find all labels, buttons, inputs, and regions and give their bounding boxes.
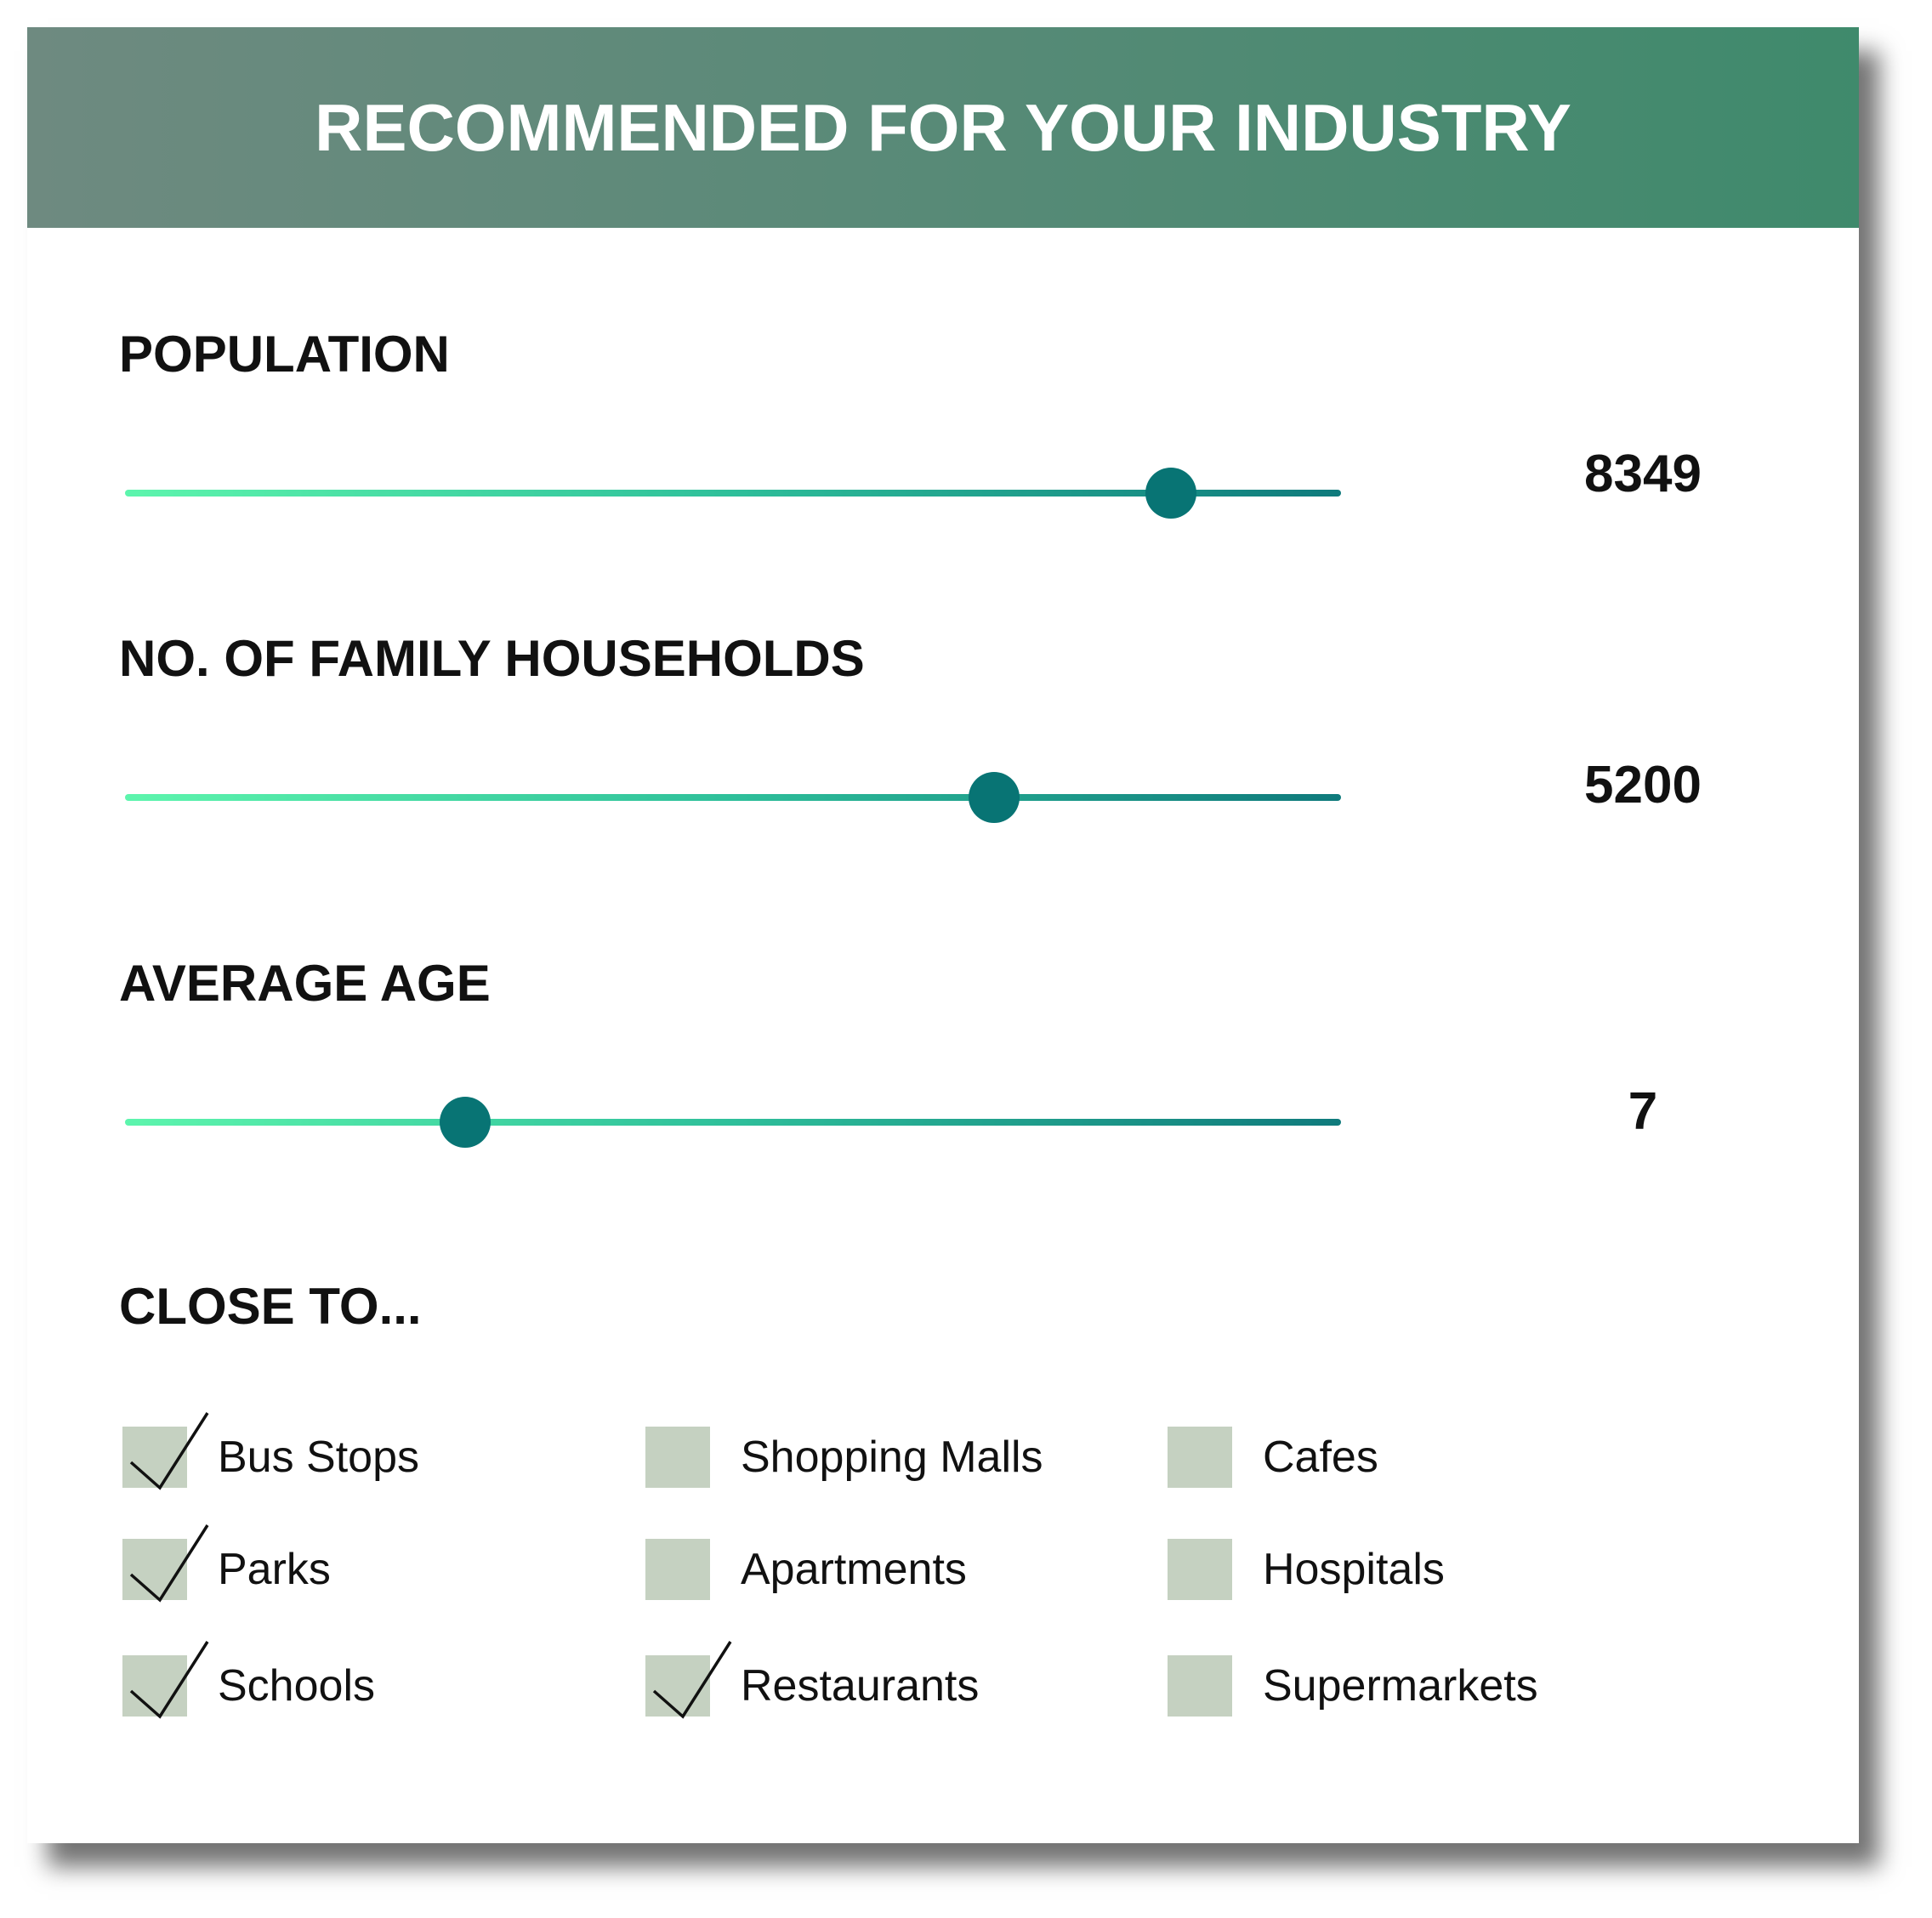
households-slider[interactable] <box>125 772 1341 823</box>
average-age-slider-track[interactable] <box>125 1119 1341 1126</box>
households-slider-thumb[interactable] <box>969 772 1020 823</box>
checkmark-icon <box>652 1641 732 1719</box>
close-to-option-label: Parks <box>218 1545 331 1594</box>
close-to-option-label: Restaurants <box>741 1661 980 1711</box>
header-title: RECOMMENDED FOR YOUR INDUSTRY <box>315 89 1571 165</box>
recommendation-card: RECOMMENDED FOR YOUR INDUSTRY POPULATION… <box>27 27 1859 1843</box>
checkbox[interactable] <box>645 1641 732 1719</box>
close-to-option-label: Apartments <box>741 1545 967 1594</box>
close-to-option-label: Shopping Malls <box>741 1433 1043 1482</box>
population-slider[interactable] <box>125 468 1341 519</box>
checkmark-icon <box>129 1641 209 1719</box>
households-value: 5200 <box>1584 756 1702 814</box>
population-value: 8349 <box>1584 445 1702 503</box>
close-to-option-label: Cafes <box>1263 1433 1378 1482</box>
households-slider-track[interactable] <box>125 794 1341 801</box>
checkmark-icon <box>129 1412 209 1490</box>
checkbox[interactable] <box>122 1641 209 1719</box>
checkbox[interactable] <box>122 1524 209 1603</box>
average-age-value: 7 <box>1628 1082 1658 1141</box>
close-to-option-label: Bus Stops <box>218 1433 420 1482</box>
checkmark-icon <box>129 1524 209 1603</box>
average-age-slider-thumb[interactable] <box>440 1097 492 1148</box>
checkbox[interactable] <box>1168 1427 1232 1488</box>
average-age-slider[interactable] <box>125 1097 1341 1148</box>
average-age-label: AVERAGE AGE <box>119 955 491 1012</box>
population-label: POPULATION <box>119 326 450 383</box>
population-slider-track[interactable] <box>125 490 1341 497</box>
close-to-option-label: Schools <box>218 1661 375 1711</box>
close-to-option-label: Hospitals <box>1263 1545 1445 1594</box>
population-slider-thumb[interactable] <box>1145 468 1196 519</box>
households-label: NO. OF FAMILY HOUSEHOLDS <box>119 630 865 687</box>
checkbox[interactable] <box>122 1412 209 1490</box>
card-header: RECOMMENDED FOR YOUR INDUSTRY <box>27 27 1859 228</box>
checkbox[interactable] <box>1168 1539 1232 1600</box>
checkbox[interactable] <box>1168 1655 1232 1717</box>
checkbox[interactable] <box>645 1427 710 1488</box>
checkbox[interactable] <box>645 1539 710 1600</box>
close-to-option-label: Supermarkets <box>1263 1661 1538 1711</box>
close-to-label: CLOSE TO... <box>119 1278 422 1335</box>
